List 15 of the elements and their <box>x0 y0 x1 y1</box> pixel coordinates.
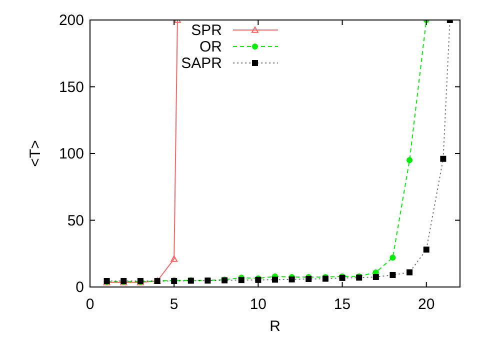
y-tick-label: 200 <box>58 12 84 29</box>
y-tick-label: 100 <box>58 146 84 162</box>
x-axis-title: R <box>270 318 281 335</box>
y-tick-label: 150 <box>58 78 84 96</box>
x-tick-label: 5 <box>170 296 178 313</box>
legend-label: SPR <box>191 22 222 39</box>
legend-label: OR <box>200 38 222 56</box>
y-tick-label: 0 <box>76 279 84 296</box>
x-tick-label: 0 <box>86 296 94 313</box>
y-tick-label: 50 <box>67 212 84 230</box>
x-tick-label: 10 <box>250 296 267 313</box>
legend-label: SAPR <box>181 55 222 72</box>
y-axis-title: <T> <box>27 140 44 167</box>
x-tick-label: 20 <box>418 296 435 313</box>
x-tick-label: 15 <box>334 296 351 313</box>
